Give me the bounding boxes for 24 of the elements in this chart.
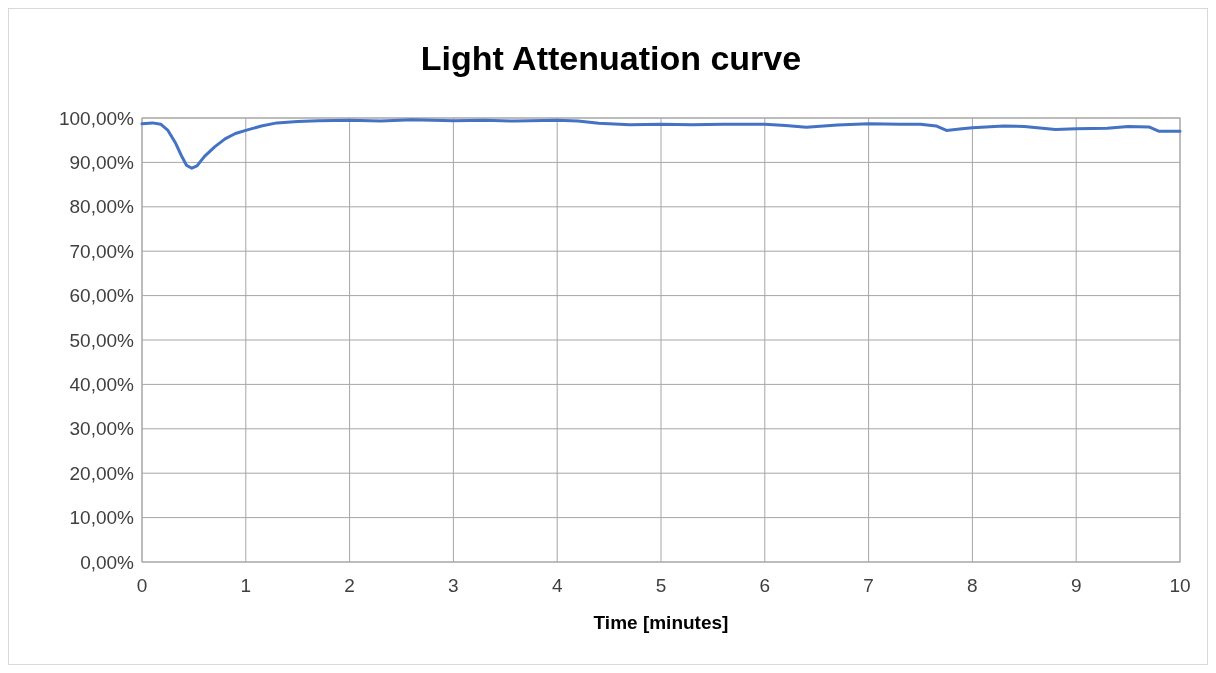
x-tick-label: 0 [136, 575, 148, 596]
y-tick-label: 0,00% [80, 551, 135, 573]
x-tick-label: 1 [240, 575, 252, 596]
x-tick-label: 9 [1070, 575, 1082, 596]
x-tick-label: 10 [1169, 575, 1191, 596]
y-tick-label: 80,00% [69, 196, 135, 218]
y-tick-label: 100,00% [58, 107, 135, 129]
x-tick-label: 5 [655, 575, 667, 596]
y-tick-label: 40,00% [69, 374, 135, 396]
x-tick-label: 7 [863, 575, 874, 596]
y-tick-label: 20,00% [69, 462, 135, 484]
y-tick-label: 90,00% [69, 152, 135, 174]
y-tick-label: 70,00% [69, 240, 135, 262]
x-tick-label: 3 [448, 575, 459, 596]
x-tick-label: 4 [551, 575, 563, 596]
chart-title: Light Attenuation curve [420, 39, 802, 77]
x-tick-label: 8 [967, 575, 978, 596]
y-tick-label: 10,00% [69, 507, 135, 529]
y-tick-label: 60,00% [69, 285, 135, 307]
x-tick-label: 6 [759, 575, 771, 596]
y-tick-label: 50,00% [69, 329, 135, 351]
x-tick-label: 2 [344, 575, 355, 596]
y-tick-label: 30,00% [69, 418, 135, 440]
x-axis-title: Time [minutes] [593, 612, 729, 633]
